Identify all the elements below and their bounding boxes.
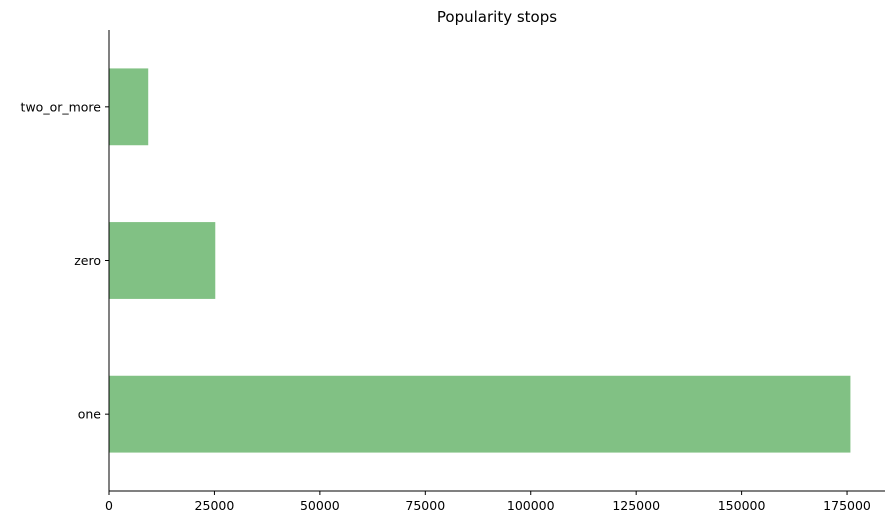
chart-title: Popularity stops [437,8,557,26]
x-tick-label: 125000 [612,498,660,513]
x-tick-label: 0 [105,498,113,513]
y-tick-label: zero [74,253,101,268]
x-tick-label: 50000 [300,498,340,513]
x-tick-label: 75000 [405,498,445,513]
x-tick-label: 150000 [718,498,766,513]
x-tick-label: 100000 [507,498,555,513]
bar-zero [109,222,216,299]
bars-group [109,68,851,453]
x-tick-label: 175000 [823,498,871,513]
bar-one [109,375,851,453]
y-tick-label: one [78,407,102,422]
axes-group: one zero two_or_more 0 25000 50000 75000 100000… [21,30,885,513]
y-tick-label: two_or_more [21,99,102,114]
x-tick-label: 25000 [195,498,235,513]
bar-two-or-more [109,68,149,146]
